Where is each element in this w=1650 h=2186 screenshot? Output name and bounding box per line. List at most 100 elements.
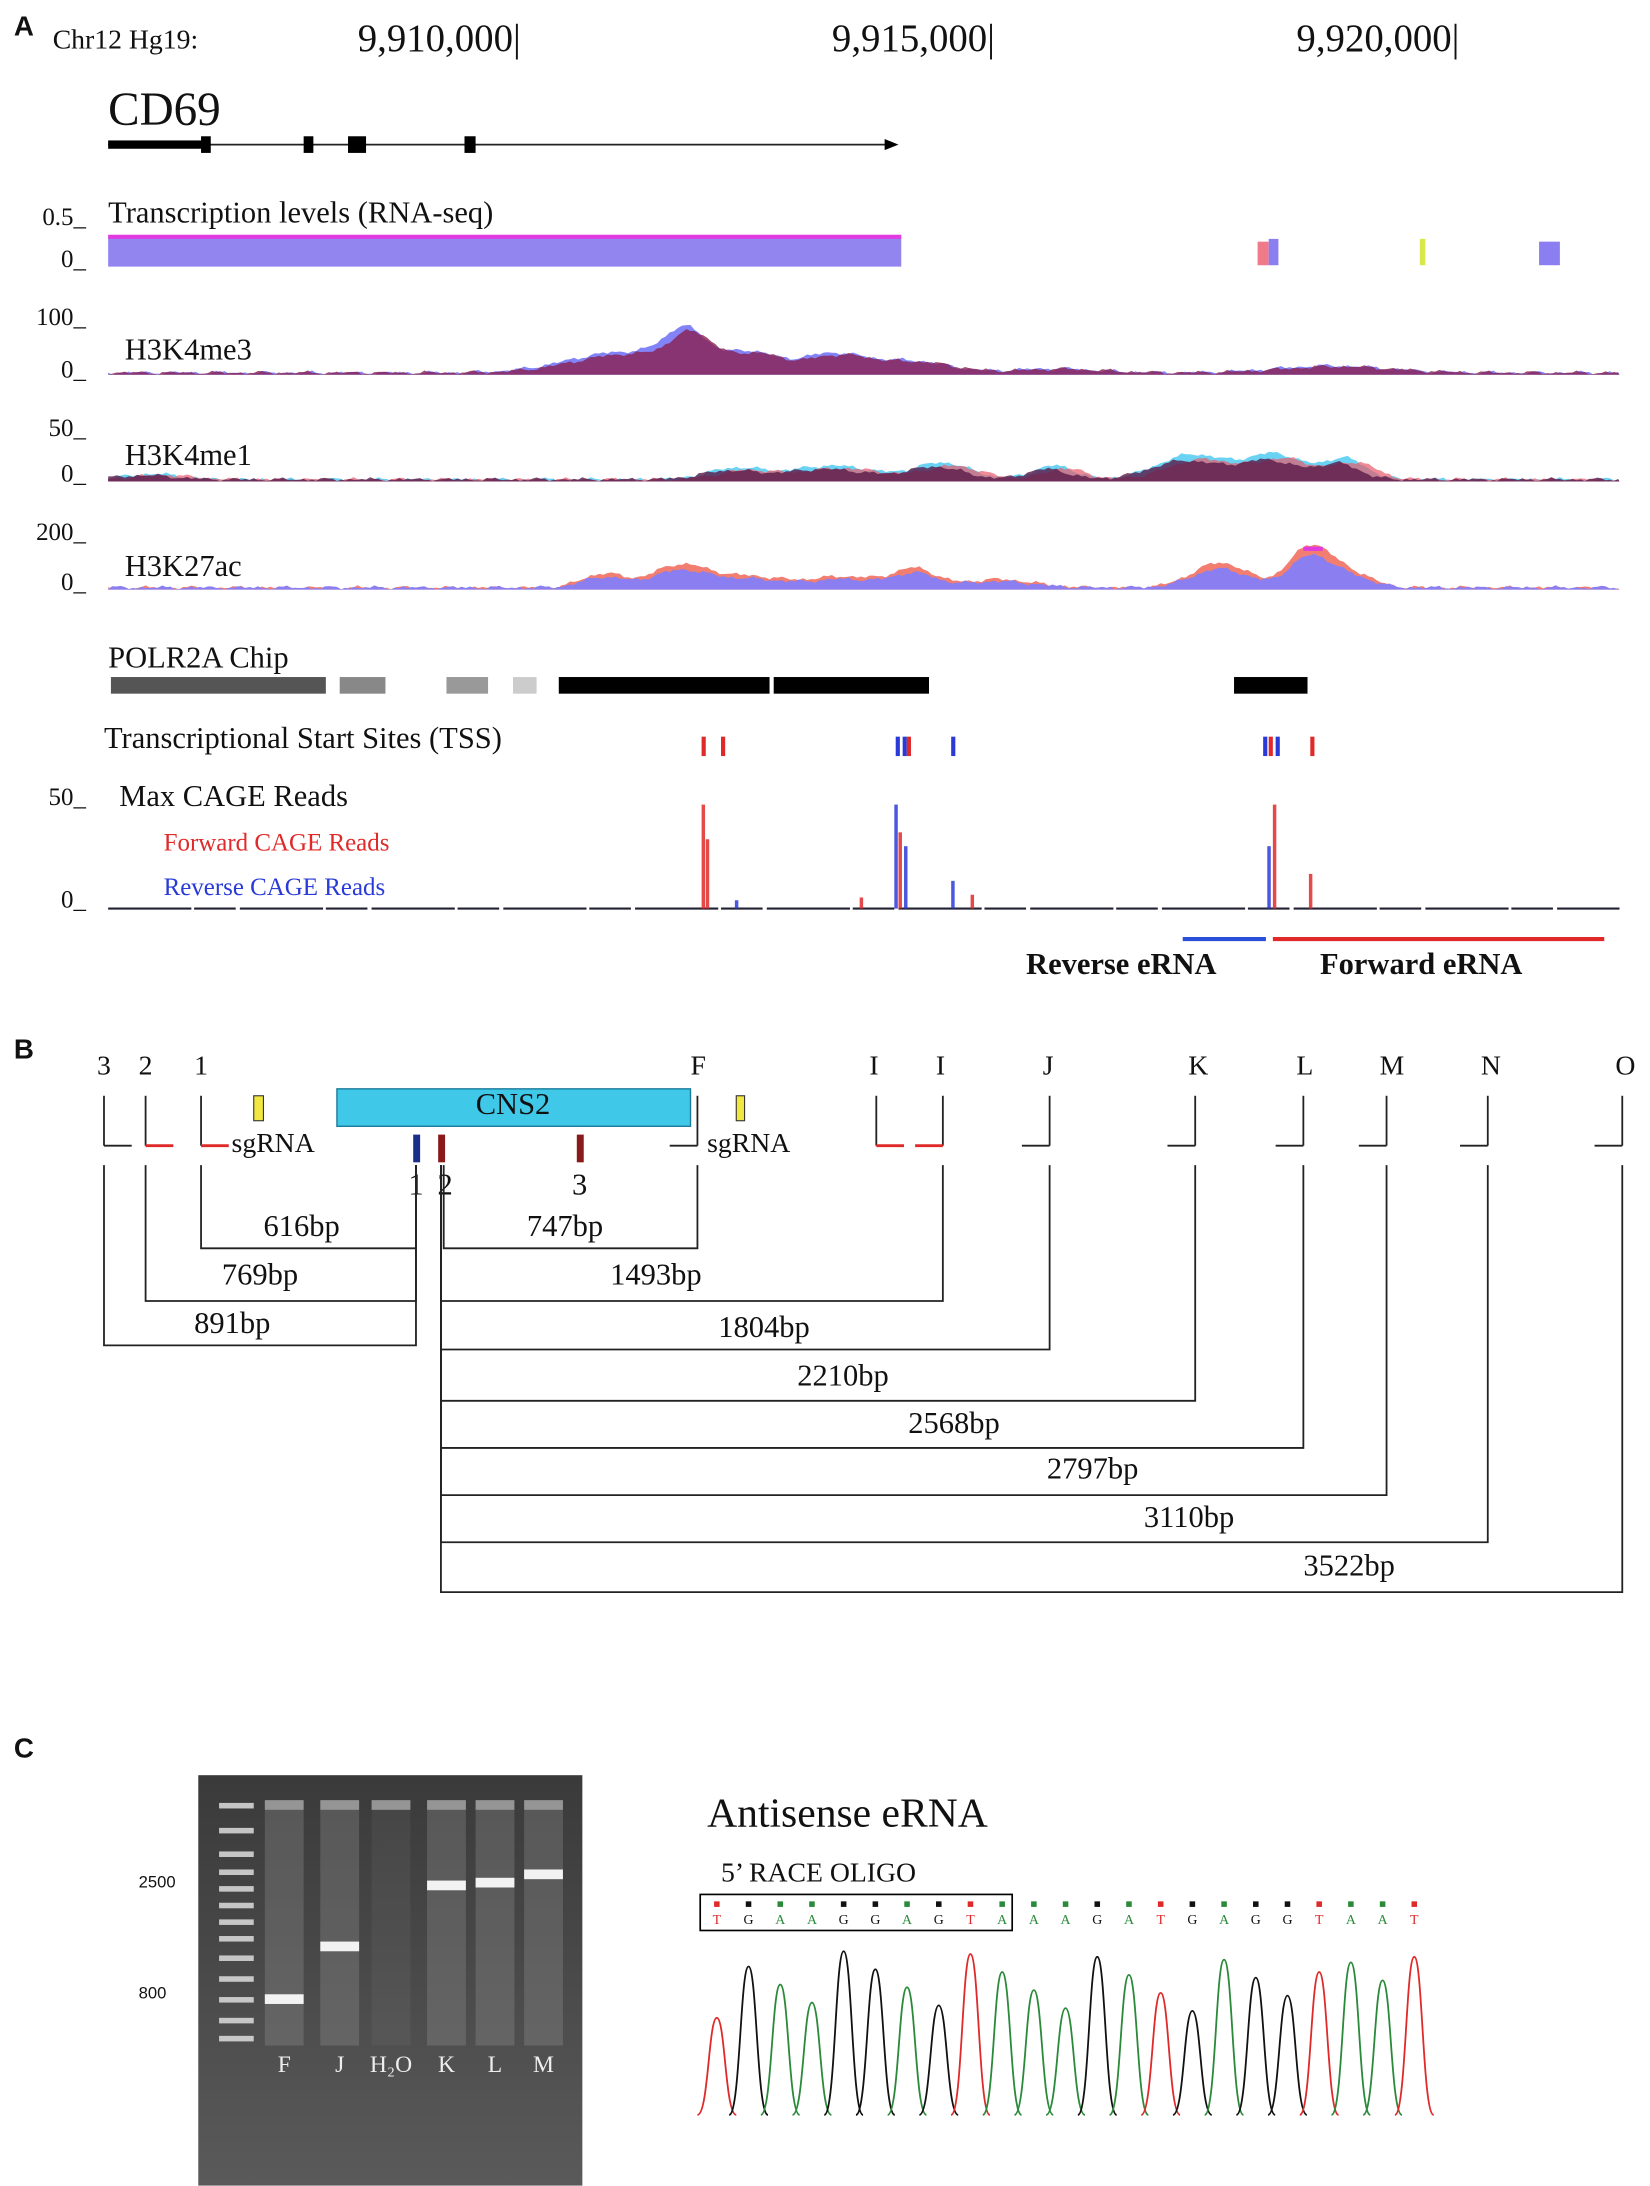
track-label: Transcription levels (RNA-seq) — [108, 195, 493, 229]
distance-label: 769bp — [222, 1257, 298, 1291]
cns2-box — [336, 1088, 692, 1127]
lane-smear — [371, 1809, 411, 2046]
trace-peak — [1298, 1971, 1340, 2116]
primer-label: K — [1188, 1049, 1208, 1080]
lane-label: L — [488, 2052, 502, 2078]
distance-label: 616bp — [263, 1209, 339, 1243]
coordinate: 9,915,000| — [832, 17, 995, 60]
trace-peak — [823, 1950, 864, 2116]
trace-peak — [886, 1986, 928, 2116]
base-dot — [809, 1901, 815, 1907]
base-dot — [1348, 1901, 1354, 1907]
rna-bar-top — [108, 234, 902, 239]
base-label: A — [775, 1912, 785, 1927]
base-label: A — [1124, 1912, 1134, 1927]
lane-smear — [427, 1809, 466, 2046]
distance-label: 891bp — [194, 1306, 270, 1340]
cage-peak — [970, 894, 975, 909]
lane-label: K — [438, 2052, 455, 2078]
lane-well — [264, 1800, 304, 1810]
rna-bar — [1539, 241, 1560, 266]
base-label: A — [1061, 1912, 1071, 1927]
scale-top: 200_ — [36, 519, 86, 546]
base-dot — [1411, 1901, 1418, 1907]
cns-label: CNS2 — [476, 1087, 551, 1121]
cage-peak — [734, 900, 739, 909]
trace-peak — [1172, 2009, 1213, 2116]
scale-top: 50_ — [49, 784, 87, 811]
base-dot — [1379, 1901, 1386, 1907]
primer-label: 1 — [194, 1049, 208, 1080]
base-label: G — [1251, 1912, 1261, 1927]
cage-peak — [1267, 846, 1271, 909]
rna-bar — [1257, 241, 1269, 266]
base-dot — [1094, 1901, 1101, 1907]
base-label: G — [1187, 1912, 1197, 1927]
panel-label: C — [14, 1733, 34, 1764]
trace-peak — [1045, 2007, 1086, 2116]
base-label: G — [934, 1912, 944, 1927]
base-dot — [999, 1901, 1005, 1907]
ladder-band — [219, 2035, 254, 2042]
primer-label: 3 — [97, 1049, 111, 1080]
coordinate: 9,910,000| — [358, 17, 521, 60]
trace-peak — [1108, 1973, 1150, 2116]
primer-label: 2 — [139, 1049, 153, 1080]
trace-peak — [791, 2001, 833, 2116]
trace-peak — [918, 2004, 960, 2116]
track-label: H3K4me1 — [125, 438, 252, 472]
tss-mark — [701, 736, 706, 757]
lane-well — [427, 1800, 466, 1810]
tss-mark — [1268, 736, 1273, 757]
base-label: G — [839, 1912, 849, 1927]
lane-band — [524, 1869, 563, 1880]
lane-well — [320, 1800, 360, 1810]
polr2a-label: POLR2A Chip — [108, 640, 288, 674]
trace-peak — [950, 1953, 991, 2116]
gel — [198, 1775, 583, 2186]
chip-bar — [513, 677, 537, 694]
trace-peak — [1076, 1955, 1118, 2116]
sgrna-label: sgRNA — [232, 1127, 315, 1158]
trace-peak — [981, 1971, 1023, 2116]
distance-label: 1493bp — [610, 1257, 701, 1291]
ladder-band — [219, 1955, 254, 1961]
base-dot — [1189, 1901, 1196, 1907]
chip-bar — [110, 677, 326, 694]
base-label: G — [744, 1912, 754, 1927]
lane-band — [320, 1941, 360, 1952]
lane-well — [371, 1800, 411, 1810]
base-dot — [935, 1901, 942, 1907]
lane-band — [475, 1877, 515, 1888]
scale-top: 50_ — [49, 415, 87, 442]
base-dot — [1062, 1901, 1069, 1907]
trace-peak — [1330, 1961, 1372, 2116]
distance-label: 747bp — [527, 1209, 603, 1243]
assembly: Chr12 Hg19: — [53, 23, 199, 54]
base-dot — [1031, 1901, 1037, 1907]
rna-bar — [1419, 238, 1426, 266]
base-dot — [904, 1901, 910, 1907]
base-dot — [1316, 1901, 1322, 1907]
exon — [303, 136, 314, 153]
track-label: H3K27ac — [125, 549, 242, 583]
base-dot — [872, 1901, 879, 1907]
base-dot — [1221, 1901, 1227, 1907]
trace-peak — [1203, 1958, 1245, 2116]
exon — [201, 136, 211, 153]
trace-peak — [728, 1965, 769, 2116]
base-label: A — [1029, 1912, 1039, 1927]
scale-bottom: 0_ — [61, 246, 86, 273]
trace-peak — [1235, 1976, 1277, 2116]
lane-label: H₂O — [370, 2052, 412, 2078]
ladder-band — [219, 1802, 254, 1809]
chip-bar — [1234, 677, 1308, 694]
ladder-band — [219, 1827, 254, 1834]
tss-mark — [895, 736, 900, 757]
trace-peak — [759, 1983, 801, 2116]
primer-label: L — [1296, 1049, 1313, 1080]
base-dot — [840, 1901, 847, 1907]
rna-bar — [1268, 238, 1279, 266]
